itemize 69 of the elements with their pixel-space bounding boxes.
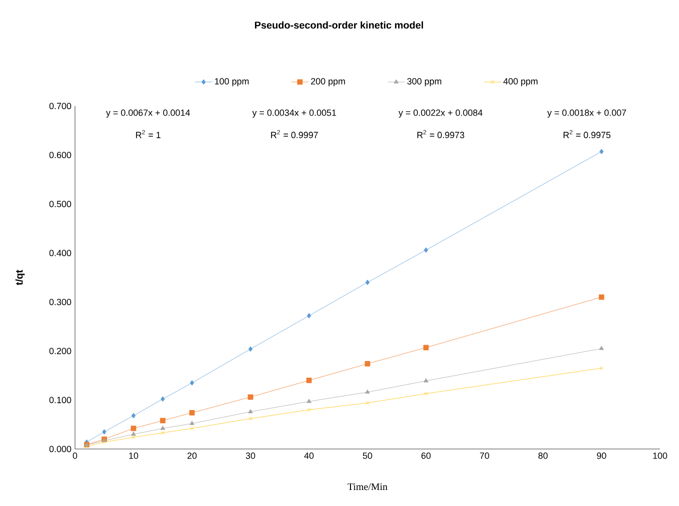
x-tick-label: 80 bbox=[538, 452, 548, 459]
point bbox=[365, 280, 370, 286]
x-tick-label: 50 bbox=[362, 452, 372, 459]
point bbox=[189, 410, 195, 416]
point bbox=[599, 148, 604, 154]
point bbox=[160, 418, 166, 424]
point bbox=[424, 247, 428, 253]
annotation: R$^{2}$ = 1 bbox=[136, 130, 160, 138]
y-tick-label: 0.400 bbox=[49, 250, 72, 256]
y-tick-label: 0.300 bbox=[49, 298, 72, 306]
point bbox=[160, 430, 165, 435]
point bbox=[84, 444, 89, 449]
legend-label: 100 ppm bbox=[215, 78, 249, 86]
x-tick-label: 60 bbox=[421, 452, 431, 459]
y-tick-label: 0.000 bbox=[49, 446, 72, 452]
point bbox=[600, 366, 604, 370]
y-tick-label: 0.200 bbox=[49, 348, 72, 354]
y-tick-label: 0.600 bbox=[49, 152, 72, 158]
y-axis-title: t/qt bbox=[15, 270, 25, 286]
annotation: R$^{2}$ = 0.9997 bbox=[271, 130, 318, 138]
x-tick-label: 90 bbox=[596, 452, 606, 459]
point bbox=[190, 380, 194, 386]
point bbox=[364, 361, 370, 366]
point bbox=[423, 344, 429, 350]
point bbox=[424, 378, 428, 382]
point bbox=[102, 429, 106, 435]
point bbox=[306, 313, 312, 318]
annotation: R$^{2}$ = 0.9973 bbox=[417, 130, 464, 138]
point bbox=[131, 412, 136, 418]
point bbox=[306, 378, 312, 384]
x-tick-label: 10 bbox=[129, 452, 138, 459]
point bbox=[599, 346, 604, 350]
x-axis-title: Time/Min bbox=[348, 483, 388, 490]
x-tick-label: 20 bbox=[187, 452, 197, 459]
x-tick-label: 0 bbox=[72, 452, 78, 459]
chart-title: Pseudo-second-order kinetic model bbox=[254, 21, 423, 29]
legend-label: 200 ppm bbox=[311, 78, 345, 86]
annotation: y = 0.0067x + 0.0014 bbox=[106, 110, 190, 118]
annotation: R$^{2}$ = 0.9975 bbox=[564, 130, 610, 138]
point bbox=[248, 394, 254, 400]
point bbox=[366, 400, 370, 405]
x-tick-label: 70 bbox=[480, 452, 490, 459]
point bbox=[131, 432, 136, 436]
point bbox=[365, 389, 370, 394]
point bbox=[102, 440, 106, 444]
y-tick-label: 0.500 bbox=[49, 200, 72, 208]
point bbox=[307, 408, 311, 412]
legend-label: 400 ppm bbox=[503, 78, 538, 86]
y-tick-label: 0.100 bbox=[49, 396, 72, 404]
x-tick-label: 100 bbox=[653, 452, 668, 459]
point bbox=[598, 294, 604, 300]
point bbox=[424, 392, 428, 396]
point bbox=[190, 426, 194, 430]
point bbox=[130, 426, 136, 432]
point bbox=[248, 416, 252, 421]
point bbox=[306, 398, 312, 403]
x-tick-label: 30 bbox=[246, 452, 256, 459]
annotation: y = 0.0034x + 0.0051 bbox=[252, 110, 336, 118]
annotation: y = 0.0022x + 0.0084 bbox=[398, 110, 482, 118]
legend-label: 300 ppm bbox=[407, 78, 442, 86]
x-tick-label: 40 bbox=[304, 452, 314, 459]
annotation: y = 0.0018x + 0.007 bbox=[547, 110, 626, 118]
point bbox=[248, 409, 253, 414]
point bbox=[248, 346, 253, 352]
point bbox=[132, 435, 136, 440]
point bbox=[190, 420, 194, 425]
point bbox=[160, 396, 165, 402]
y-tick-label: 0.700 bbox=[49, 102, 72, 110]
point bbox=[160, 426, 166, 430]
